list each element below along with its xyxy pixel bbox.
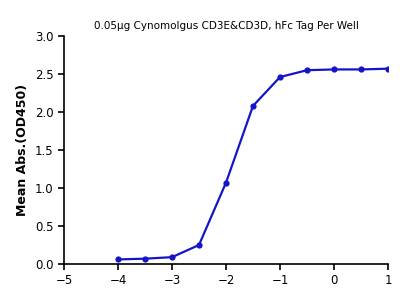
Y-axis label: Mean Abs.(OD450): Mean Abs.(OD450)	[16, 84, 30, 216]
Title: 0.05μg Cynomolgus CD3E&CD3D, hFc Tag Per Well: 0.05μg Cynomolgus CD3E&CD3D, hFc Tag Per…	[94, 21, 358, 31]
